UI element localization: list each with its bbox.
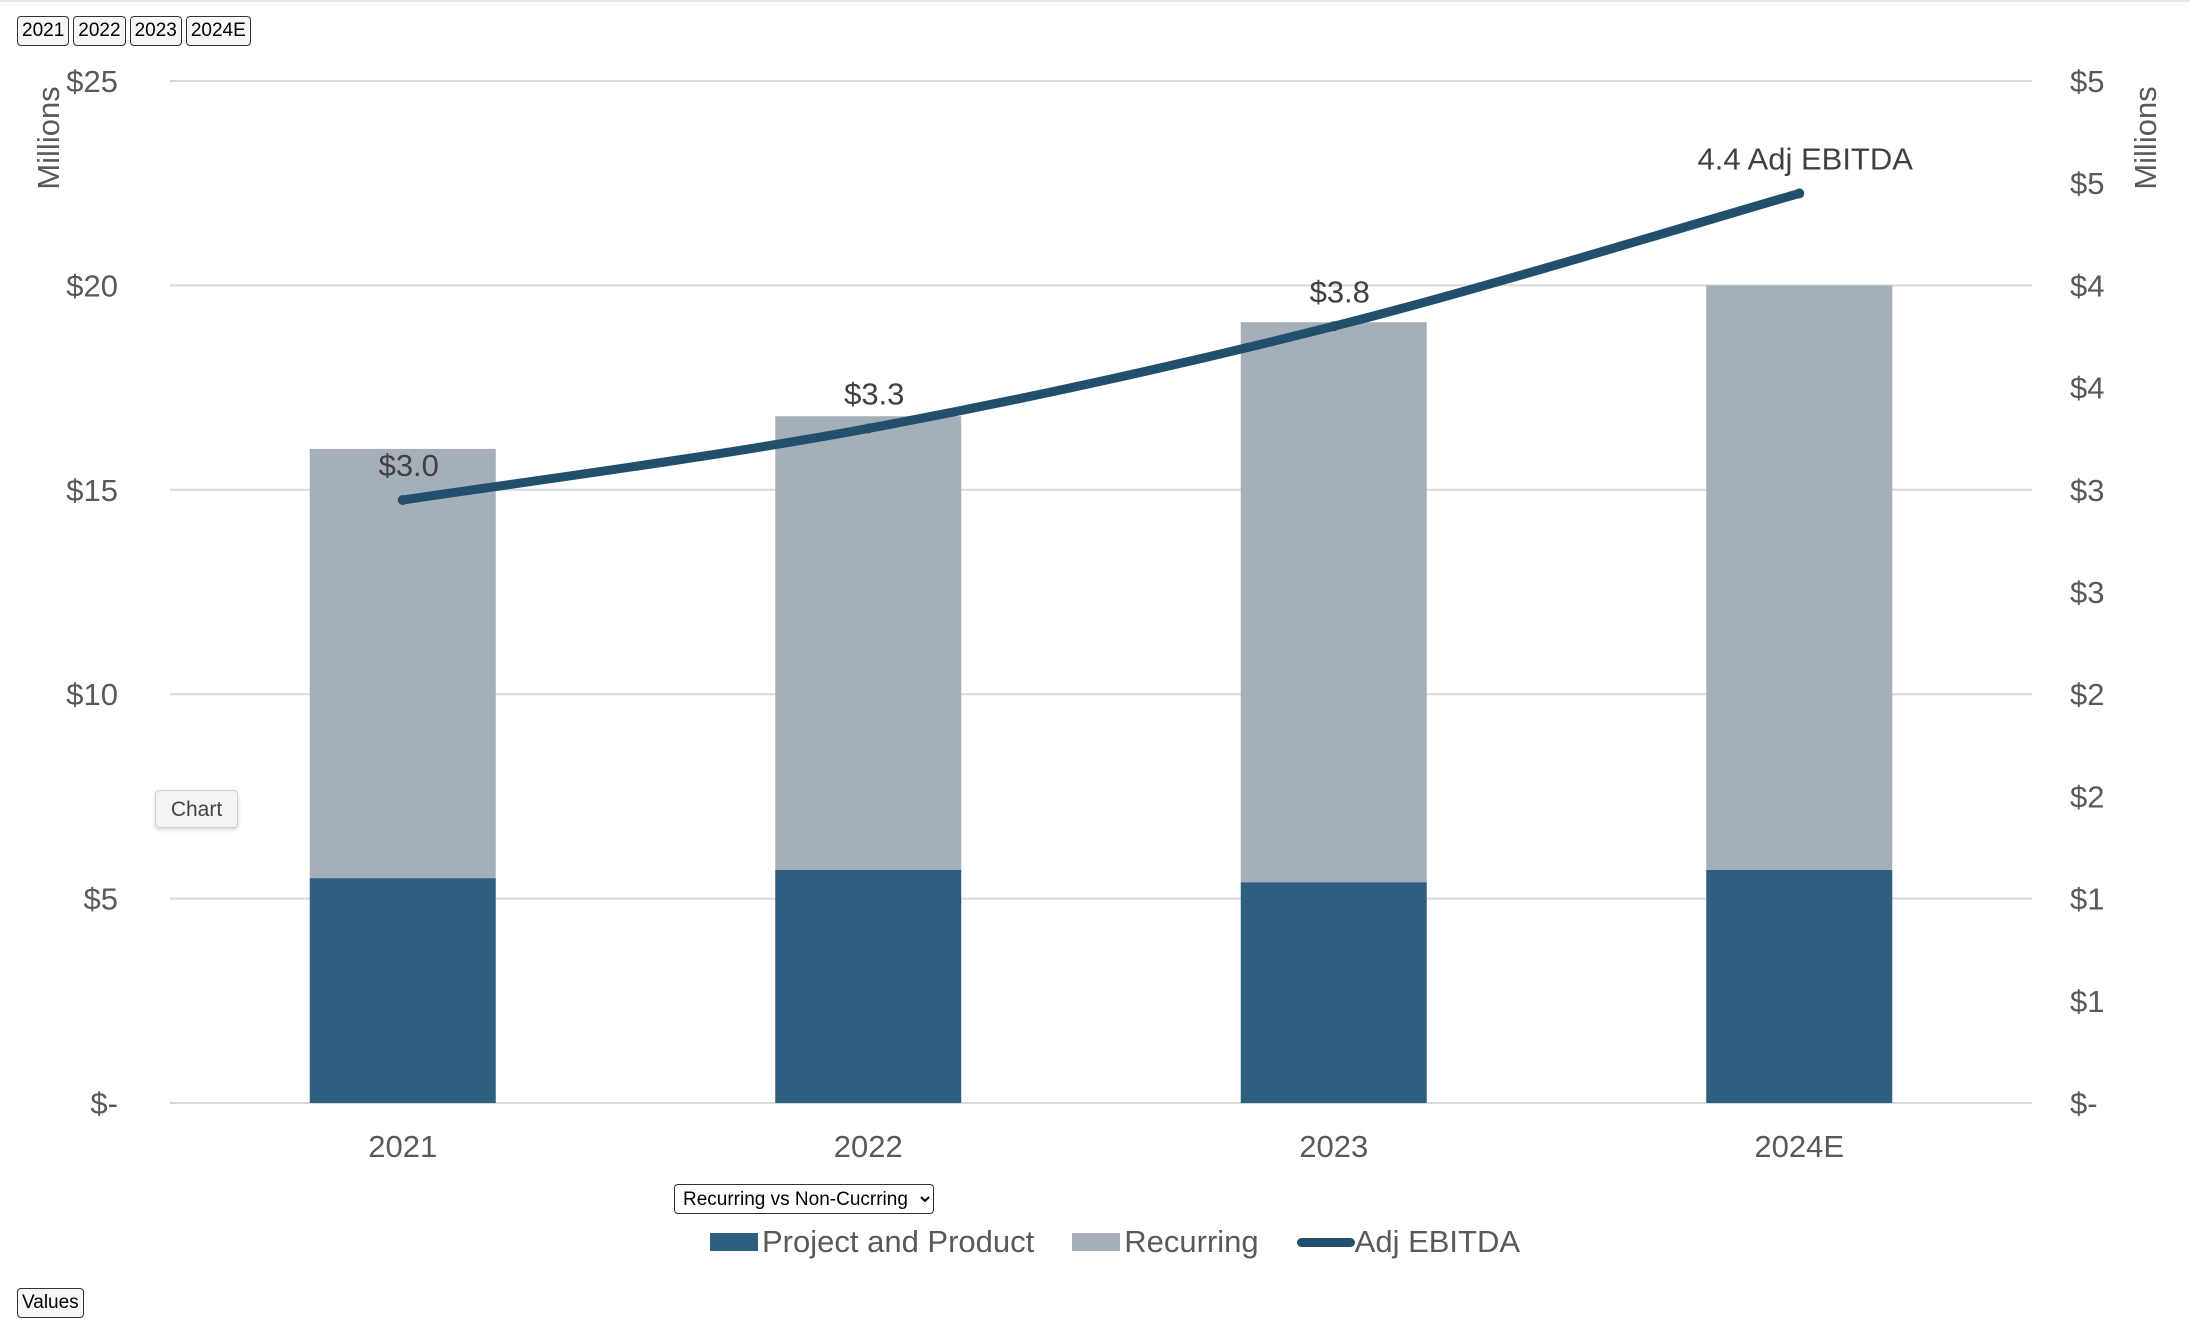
- bar-recurring: [775, 416, 962, 870]
- right-tick-label: $1: [2070, 882, 2104, 917]
- filter-2024e-button[interactable]: 2024E: [185, 16, 251, 46]
- x-tick-label: 2021: [368, 1129, 437, 1164]
- ebitda-point: [863, 423, 874, 434]
- left-tick-label: $15: [66, 473, 118, 508]
- right-tick-label: $5: [2070, 64, 2104, 99]
- ebitda-point: [397, 495, 408, 506]
- bar-project: [309, 878, 496, 1103]
- legend-item-ebitda: Adj EBITDA: [1296, 1224, 1521, 1260]
- view-mode-select[interactable]: Recurring vs Non-Cucrring: [674, 1184, 934, 1214]
- right-tick-label: $4: [2070, 371, 2104, 406]
- chart-tooltip: Chart: [155, 790, 238, 828]
- left-tick-label: $5: [84, 882, 118, 917]
- bar-recurring: [1240, 322, 1427, 883]
- ebitda-data-label: $3.8: [1310, 274, 1370, 309]
- right-tick-label: $3: [2070, 575, 2104, 610]
- right-tick-label: $-: [2070, 1086, 2098, 1121]
- left-tick-label: $10: [66, 677, 118, 712]
- ebitda-point: [1794, 188, 1805, 199]
- stacked-bars: [309, 285, 1893, 1103]
- legend-item-project: Project and Product: [710, 1224, 1034, 1260]
- x-tick-label: 2023: [1299, 1129, 1368, 1164]
- x-tick-label: 2024E: [1754, 1129, 1844, 1164]
- right-tick-label: $4: [2070, 268, 2104, 303]
- left-tick-label: $25: [66, 64, 118, 99]
- right-tick-label: $2: [2070, 677, 2104, 712]
- right-axis-title: Millions: [2128, 86, 2163, 189]
- x-tick-label: 2022: [834, 1129, 903, 1164]
- bar-project: [775, 869, 962, 1103]
- values-button[interactable]: Values: [17, 1288, 84, 1318]
- legend-item-recurring: Recurring: [1072, 1224, 1259, 1260]
- chart-legend: Project and Product Recurring Adj EBITDA: [710, 1222, 1558, 1262]
- ebitda-line-layer: [397, 188, 1805, 506]
- ebitda-point: [1328, 321, 1339, 332]
- legend-label-project: Project and Product: [762, 1224, 1035, 1259]
- year-filter-bar: 2021 2022 2023 2024E: [17, 16, 251, 46]
- right-tick-label: $5: [2070, 166, 2104, 201]
- ebitda-line: [398, 188, 1804, 505]
- legend-label-recurring: Recurring: [1124, 1224, 1259, 1259]
- chart-labels: $- $5 $10 $15 $20 $25 $- $1 $1 $2 $2 $3 $3 $4 $4 $5 $5 Mi…: [31, 64, 2163, 1164]
- legend-swatch-ebitda: [1296, 1237, 1355, 1247]
- filter-2022-button[interactable]: 2022: [73, 16, 126, 46]
- ebitda-data-label: 4.4 Adj EBITDA: [1698, 141, 1914, 176]
- bar-project: [1240, 882, 1427, 1103]
- top-divider: [0, 0, 2190, 2]
- bar-recurring: [1706, 285, 1893, 870]
- legend-swatch-project: [710, 1233, 758, 1251]
- filter-2021-button[interactable]: 2021: [17, 16, 70, 46]
- bar-project: [1706, 869, 1893, 1103]
- ebitda-data-label: $3.3: [844, 376, 904, 411]
- left-axis-title: Millions: [31, 86, 66, 189]
- bar-recurring: [309, 448, 496, 879]
- right-tick-label: $2: [2070, 779, 2104, 814]
- legend-label-ebitda: Adj EBITDA: [1354, 1224, 1521, 1259]
- legend-swatch-recurring: [1072, 1233, 1121, 1251]
- left-tick-label: $20: [66, 268, 118, 303]
- ebitda-data-label: $3.0: [379, 448, 439, 483]
- left-tick-label: $-: [90, 1086, 118, 1121]
- right-tick-label: $1: [2070, 984, 2104, 1019]
- right-tick-label: $3: [2070, 473, 2104, 508]
- filter-2023-button[interactable]: 2023: [129, 16, 182, 46]
